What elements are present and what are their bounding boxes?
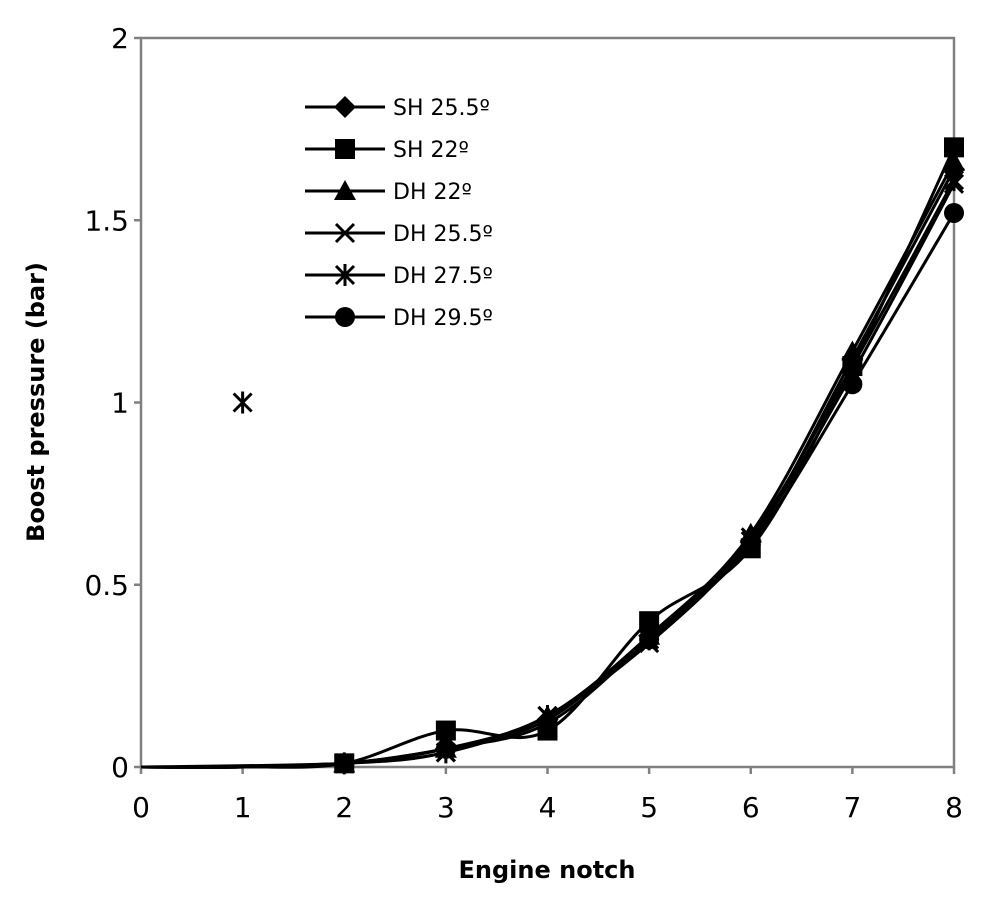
data-point-square: [639, 611, 660, 632]
y-axis-title: Boost pressure (bar): [22, 262, 50, 542]
legend-marker-star: [334, 264, 356, 286]
data-point-star: [232, 391, 253, 414]
legend-marker-square: [335, 139, 355, 159]
y-tick-label: 1.5: [84, 204, 129, 237]
axes: 0 0.5 1 1.5 2 0 1 2 3 4 5 6 7 8: [84, 22, 962, 824]
legend-label: DH 29.5º: [393, 306, 493, 331]
x-tick-label: 5: [640, 791, 658, 824]
y-tick-label: 0: [111, 751, 129, 784]
legend-marker-circle: [335, 307, 355, 327]
x-tick-label: 3: [437, 791, 455, 824]
data-point-star: [842, 355, 863, 378]
x-tick-label: 4: [539, 791, 557, 824]
legend: SH 25.5º SH 22º DH 22º DH 25.5º DH 27.5º DH 2…: [305, 96, 493, 331]
legend-label: DH 27.5º: [393, 264, 493, 289]
data-point-circle: [842, 374, 863, 395]
plot-frame: [139, 36, 956, 769]
data-point-star: [943, 169, 965, 192]
data-point-square: [944, 137, 964, 158]
y-tick-label: 2: [111, 22, 129, 55]
legend-marker-diamond: [334, 96, 356, 118]
x-tick-label: 2: [335, 791, 353, 824]
x-tick-label: 6: [742, 791, 760, 824]
data-point-triangle: [841, 340, 864, 361]
x-tick-label: 1: [234, 791, 252, 824]
x-tick-label: 0: [132, 791, 150, 824]
y-tick-label: 1: [111, 387, 129, 420]
legend-label: DH 25.5º: [393, 222, 493, 247]
y-tick-label: 0.5: [84, 569, 129, 602]
series-markers: [232, 137, 965, 775]
data-point-circle: [537, 713, 558, 734]
series-line-circle: [140, 212, 956, 769]
x-tick-label: 7: [843, 791, 861, 824]
legend-label: SH 25.5º: [393, 96, 490, 121]
x-tick-label: 8: [945, 791, 963, 824]
data-point-circle: [944, 202, 964, 223]
legend-label: SH 22º: [393, 138, 469, 163]
legend-marker-triangle: [334, 180, 356, 200]
data-point-circle: [334, 753, 355, 774]
x-axis-title: Engine notch: [459, 856, 636, 884]
legend-marker-x: [334, 222, 356, 244]
data-point-circle: [435, 738, 456, 759]
data-point-square: [435, 720, 456, 741]
data-point-circle: [639, 629, 660, 650]
legend-label: DH 22º: [393, 180, 472, 205]
data-point-circle: [740, 534, 761, 555]
data-point-triangle: [943, 150, 965, 171]
